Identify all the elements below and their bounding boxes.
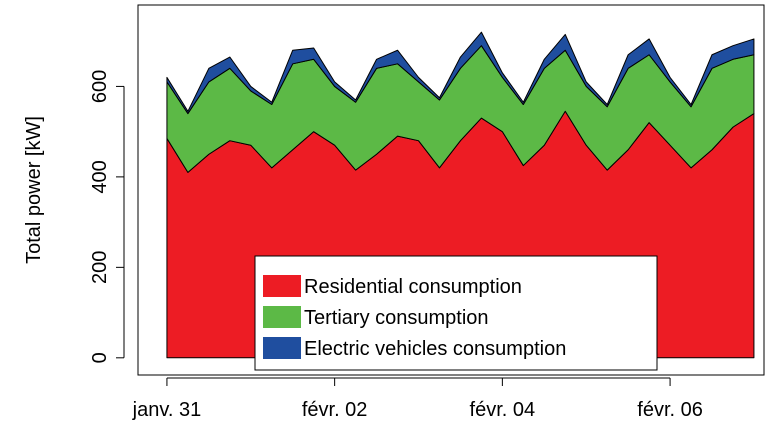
legend-box [254,255,658,371]
x-tick-label: févr. 06 [637,399,703,421]
legend-swatch [263,275,301,297]
x-tick-label: janv. 31 [132,399,202,421]
y-tick-label: 600 [89,70,111,103]
legend-swatch [263,306,301,328]
y-axis-title: Total power [kW] [23,116,45,264]
legend: Residential consumption Tertiary consumpt… [254,255,658,371]
area [166,31,755,115]
y-tick-label: 200 [89,251,111,284]
y-tick-label: 0 [89,352,111,363]
x-tick-label: févr. 02 [302,399,368,421]
legend-label: Tertiary consumption [304,307,489,329]
y-tick-label: 400 [89,160,111,193]
legend-label: Residential consumption [304,276,522,298]
x-tick-label: févr. 04 [470,399,536,421]
legend-swatch [263,337,301,359]
legend-label: Electric vehicles consumption [304,338,566,360]
plot-frame [137,4,765,376]
